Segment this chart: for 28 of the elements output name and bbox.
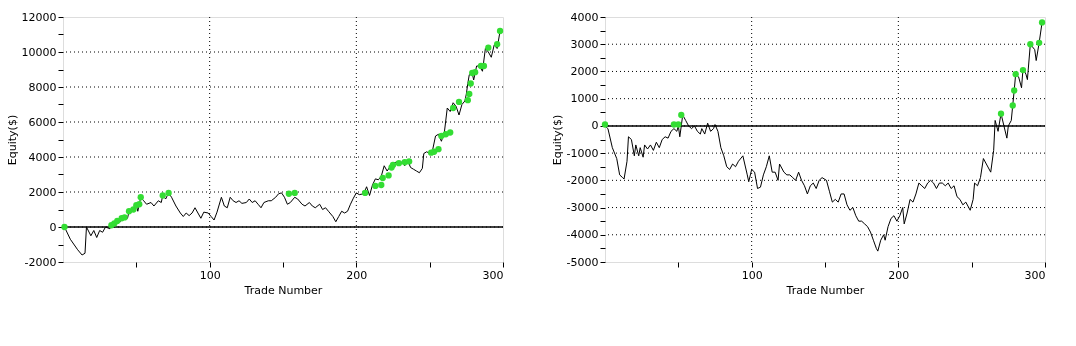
y-tick-label: 2000 [28, 185, 57, 199]
x-axis-title: Trade Number [785, 283, 865, 297]
y-axis-title: Equity($) [5, 114, 19, 166]
y-tick-label: 0 [591, 119, 599, 133]
y-tick-label: 6000 [28, 115, 57, 129]
x-tick-label: 300 [482, 268, 504, 282]
x-axis-title: Trade Number [243, 283, 323, 297]
y-tick-label: 3000 [570, 37, 599, 51]
y-tick-label: 4000 [28, 150, 57, 164]
x-tick-label: 100 [741, 268, 763, 282]
y-tick-label: -1000 [566, 146, 599, 160]
y-tick-label: 8000 [28, 80, 57, 94]
y-tick-label: -3000 [566, 201, 599, 215]
y-tick-label: -2000 [566, 173, 599, 187]
y-tick-label: -5000 [566, 255, 599, 269]
y-tick-label: 4000 [570, 10, 599, 24]
y-tick-label: 2000 [570, 64, 599, 78]
y-tick-label: -2000 [24, 255, 57, 269]
x-tick-label: 200 [888, 268, 910, 282]
y-axis-title: Equity($) [550, 114, 564, 166]
y-tick-label: 12000 [21, 10, 57, 24]
y-tick-label: 1000 [570, 92, 599, 106]
y-tick-label: 0 [49, 220, 57, 234]
x-tick-label: 100 [199, 268, 221, 282]
y-tick-label: 10000 [21, 45, 57, 59]
x-tick-label: 200 [346, 268, 368, 282]
x-tick-label: 300 [1024, 268, 1046, 282]
y-tick-label: -4000 [566, 228, 599, 242]
